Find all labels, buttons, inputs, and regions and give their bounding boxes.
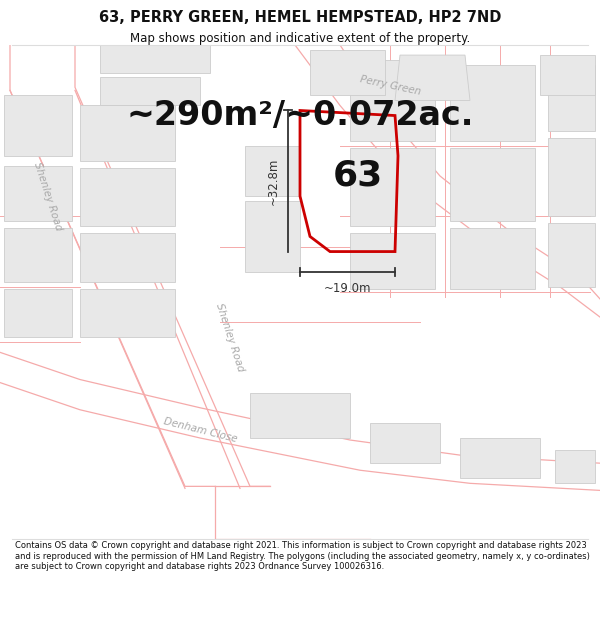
- Polygon shape: [250, 392, 350, 438]
- Text: ~290m²/~0.072ac.: ~290m²/~0.072ac.: [127, 99, 473, 132]
- Polygon shape: [350, 233, 435, 289]
- Polygon shape: [100, 45, 210, 73]
- Polygon shape: [540, 55, 595, 96]
- Polygon shape: [450, 228, 535, 289]
- Polygon shape: [80, 289, 175, 338]
- Polygon shape: [450, 65, 535, 141]
- Polygon shape: [548, 223, 595, 287]
- Polygon shape: [548, 138, 595, 216]
- Text: 63, PERRY GREEN, HEMEL HEMPSTEAD, HP2 7ND: 63, PERRY GREEN, HEMEL HEMPSTEAD, HP2 7N…: [99, 10, 501, 25]
- Text: ~19.0m: ~19.0m: [324, 282, 371, 295]
- Polygon shape: [80, 106, 175, 161]
- Polygon shape: [310, 50, 385, 96]
- Polygon shape: [460, 438, 540, 478]
- Polygon shape: [4, 289, 72, 338]
- Polygon shape: [4, 166, 72, 221]
- Polygon shape: [4, 228, 72, 282]
- Polygon shape: [80, 168, 175, 226]
- Text: Shenley Road: Shenley Road: [32, 161, 64, 232]
- Polygon shape: [395, 55, 470, 101]
- Text: Map shows position and indicative extent of the property.: Map shows position and indicative extent…: [130, 32, 470, 46]
- Polygon shape: [548, 65, 595, 131]
- Text: Contains OS data © Crown copyright and database right 2021. This information is : Contains OS data © Crown copyright and d…: [15, 541, 590, 571]
- Text: Shenley Road: Shenley Road: [214, 302, 246, 372]
- Polygon shape: [245, 201, 300, 272]
- Polygon shape: [100, 78, 200, 106]
- Text: ~32.8m: ~32.8m: [267, 158, 280, 205]
- Polygon shape: [350, 60, 435, 141]
- Text: Perry Green: Perry Green: [359, 74, 421, 97]
- Polygon shape: [450, 148, 535, 221]
- Polygon shape: [350, 148, 435, 226]
- Text: Denham Close: Denham Close: [162, 416, 238, 444]
- Polygon shape: [4, 96, 72, 156]
- Polygon shape: [370, 423, 440, 463]
- Polygon shape: [245, 146, 300, 196]
- Text: 63: 63: [333, 159, 383, 193]
- Polygon shape: [555, 450, 595, 483]
- Polygon shape: [80, 233, 175, 282]
